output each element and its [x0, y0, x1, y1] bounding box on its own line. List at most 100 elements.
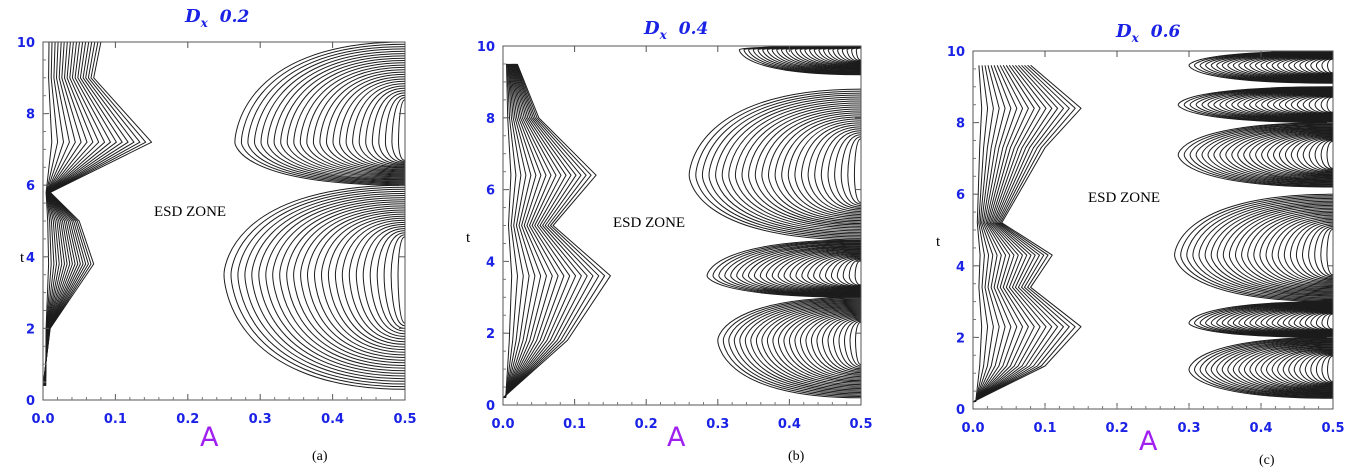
- contour-line-right: [807, 253, 861, 290]
- contour-line-right: [1198, 199, 1333, 298]
- contour-line-left: [503, 63, 606, 399]
- x-tick-label: 0.4: [321, 412, 344, 427]
- contour-line-right: [1227, 304, 1333, 336]
- contour-line-left: [973, 64, 1076, 403]
- contour-line-right: [1221, 341, 1333, 395]
- contour-line-right: [712, 240, 861, 298]
- contour-line-right: [1238, 305, 1333, 335]
- contour-line-right: [1321, 58, 1333, 74]
- contour-line-right: [781, 116, 861, 220]
- contour-line-right: [1189, 87, 1333, 123]
- contour-line-right: [1188, 51, 1333, 84]
- contour-line-right: [1225, 128, 1333, 182]
- contour-line-right: [384, 94, 405, 163]
- contour-line-right: [397, 236, 405, 324]
- contour-line-right: [325, 73, 405, 172]
- contour-line-right: [1326, 355, 1333, 383]
- contour-line-left: [504, 63, 524, 398]
- x-tick-label: 0.1: [1033, 421, 1056, 436]
- contour-line-right: [1326, 58, 1333, 74]
- contour-line-right: [1232, 305, 1333, 336]
- contour-line-right: [1210, 51, 1333, 83]
- contour-line-right: [1243, 53, 1333, 80]
- contour-line-left: [973, 65, 1035, 403]
- contour-line-right: [1249, 54, 1333, 80]
- contour-line-right: [1272, 92, 1333, 117]
- contour-line-right: [1283, 219, 1333, 283]
- contour-line-right: [787, 118, 861, 218]
- contour-line-right: [722, 297, 861, 397]
- contour-line-right: [1216, 52, 1333, 82]
- x-tick-label: 0.3: [1177, 421, 1200, 436]
- contour-line-right: [794, 310, 861, 380]
- contour-line-right: [801, 252, 861, 290]
- contour-line-right: [1320, 139, 1333, 170]
- contour-line-right: [1284, 93, 1333, 116]
- contour-line-right: [240, 43, 405, 185]
- y-tick-label: 10: [17, 36, 35, 51]
- contour-line-right: [1277, 348, 1333, 389]
- contour-line-right: [1189, 123, 1333, 187]
- x-tick-label: 0.1: [563, 417, 586, 432]
- contour-line-right: [251, 193, 405, 380]
- contour-line-right: [1277, 217, 1333, 284]
- contour-line-right: [1221, 304, 1333, 336]
- contour-line-right: [1243, 90, 1333, 119]
- contour-line-right: [1315, 312, 1333, 331]
- x-tick-label: 0.4: [778, 417, 801, 432]
- contour-line-right: [739, 300, 861, 393]
- contour-line-right: [734, 102, 861, 230]
- contour-line-right: [1207, 88, 1333, 121]
- y-tick-label: 4: [26, 251, 35, 266]
- contour-line-right: [832, 317, 861, 371]
- contour-line-left: [503, 63, 577, 399]
- contour-line-right: [1193, 51, 1333, 84]
- panel-2: 0.0 0.1 0.2 0.3 0.4 0.5 0 2 4 6 8 10 Dx 0.4 t A ESD ZONE…: [466, 18, 873, 464]
- contour-line-right: [1204, 200, 1333, 297]
- contour-line-right: [1210, 339, 1333, 397]
- contour-area: [503, 46, 861, 399]
- contour-line-right: [1193, 337, 1333, 399]
- contour-line-right: [765, 247, 861, 293]
- contour-line-right: [1174, 193, 1333, 303]
- contour-line-right: [1290, 136, 1333, 174]
- contour-line-right: [286, 60, 405, 178]
- contour-line-right: [1243, 130, 1333, 180]
- contour-line-right: [1177, 86, 1333, 124]
- contour-line-right: [1315, 58, 1333, 75]
- panel-title: Dx 0.6: [1115, 21, 1181, 45]
- contour-line-right: [371, 90, 405, 165]
- contour-line-right: [376, 230, 405, 332]
- contour-line-right: [1199, 338, 1333, 398]
- contour-line-right: [1249, 306, 1333, 335]
- contour-line-left: [974, 65, 1000, 403]
- contour-line-right: [807, 124, 861, 214]
- contour-line-right: [1310, 57, 1333, 75]
- contour-line-right: [1232, 53, 1333, 81]
- contour-line-right: [253, 48, 405, 183]
- contour-line-right: [280, 57, 405, 179]
- contour-line-left: [973, 64, 1070, 403]
- contour-line-right: [258, 195, 405, 377]
- contour-line-right: [1199, 51, 1333, 83]
- x-tick-label: 0.3: [706, 417, 729, 432]
- contour-line-right: [848, 259, 861, 286]
- contour-line-left: [974, 65, 1012, 403]
- contour-line-right: [1188, 336, 1333, 399]
- contour-line-right: [390, 234, 405, 327]
- contour-line-right: [847, 136, 861, 205]
- contour-line-right: [1278, 134, 1333, 175]
- contour-line-right: [1192, 197, 1333, 299]
- contour-line-right: [1177, 122, 1333, 188]
- y-tick-label: 2: [486, 327, 495, 342]
- contour-line-left: [43, 42, 141, 386]
- contour-line-left: [973, 64, 1047, 403]
- contour-line-left: [973, 64, 1082, 403]
- contour-line-right: [327, 215, 405, 351]
- contour-line-left: [975, 65, 989, 402]
- contour-line-right: [730, 242, 861, 296]
- contour-line-right: [1227, 342, 1333, 395]
- contour-line-right: [339, 78, 405, 170]
- contour-line-right: [237, 188, 405, 385]
- contour-line-right: [1205, 302, 1333, 337]
